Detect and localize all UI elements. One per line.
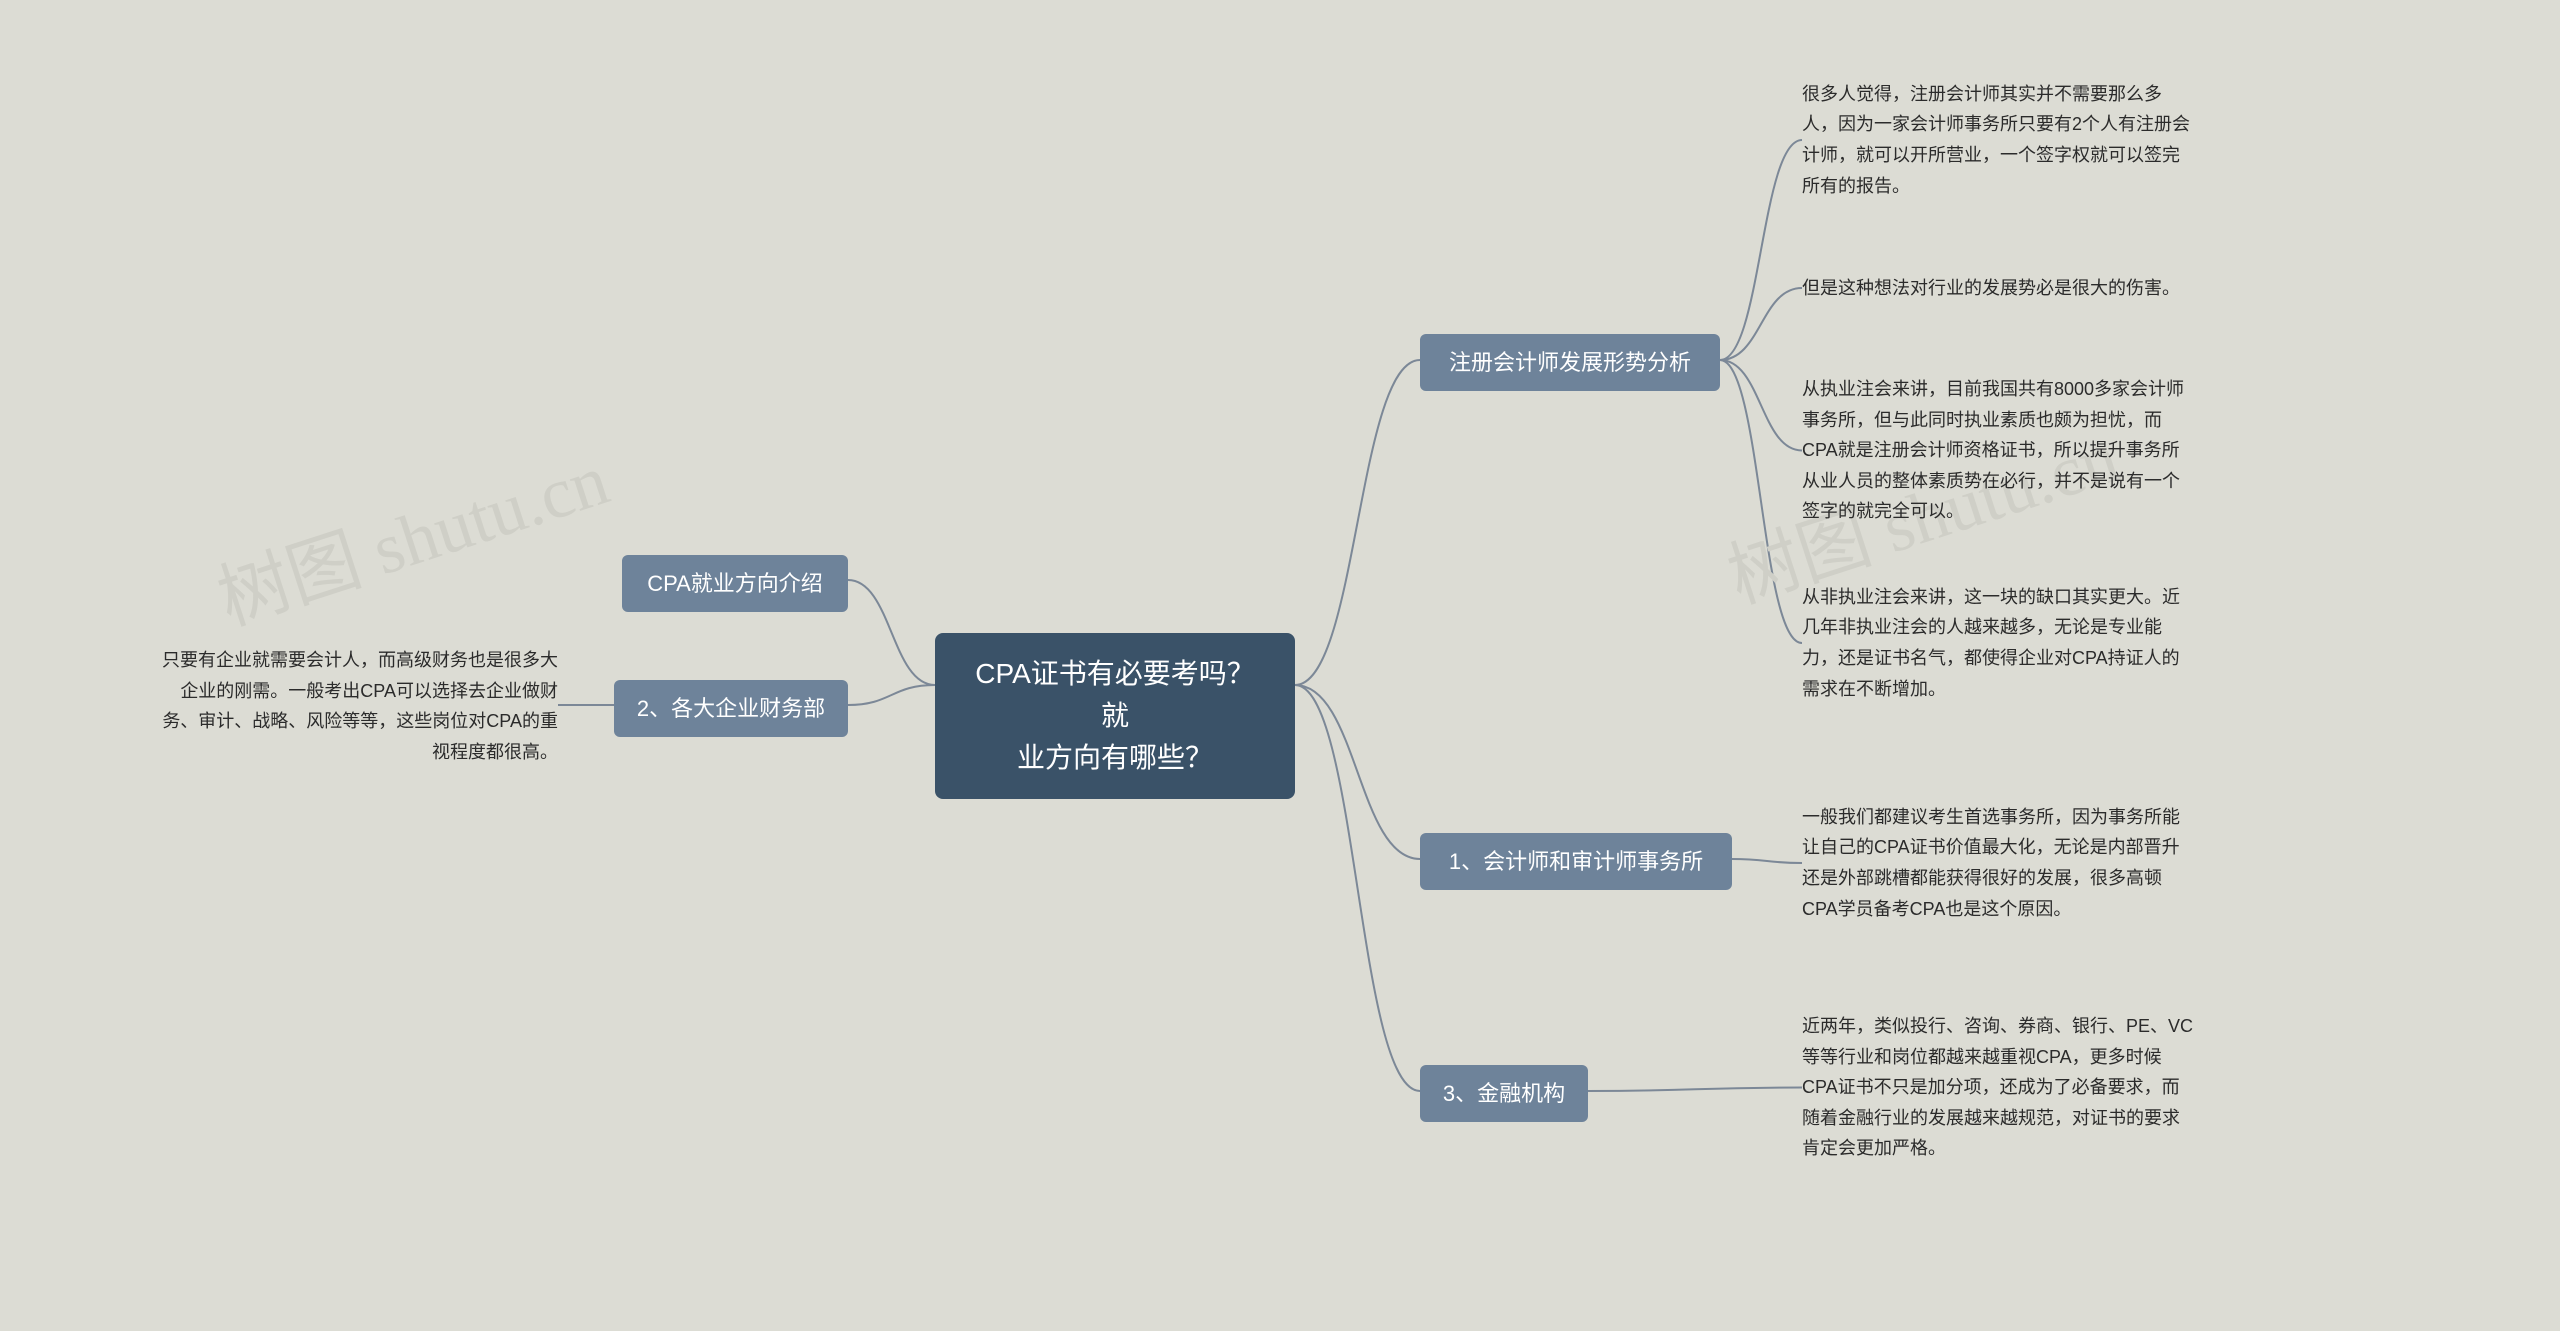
- root-node[interactable]: CPA证书有必要考吗？就 业方向有哪些？: [935, 633, 1295, 799]
- branch-lb0[interactable]: CPA就业方向介绍: [622, 555, 848, 612]
- connector: [1720, 140, 1802, 360]
- connector: [1720, 288, 1802, 360]
- leaf-lb1-0[interactable]: 只要有企业就需要会计人，而高级财务也是很多大企业的刚需。一般考出CPA可以选择去…: [160, 645, 558, 767]
- connector: [1732, 859, 1802, 863]
- connector: [848, 580, 935, 685]
- branch-lb1[interactable]: 2、各大企业财务部: [614, 680, 848, 737]
- connector: [1720, 360, 1802, 451]
- connector: [1295, 685, 1420, 1091]
- leaf-rb2-0[interactable]: 近两年，类似投行、咨询、券商、银行、PE、VC等等行业和岗位都越来越重视CPA，…: [1802, 1005, 2197, 1170]
- leaf-rb0-2[interactable]: 从执业注会来讲，目前我国共有8000多家会计师事务所，但与此同时执业素质也颇为担…: [1802, 368, 2197, 533]
- branch-rb0[interactable]: 注册会计师发展形势分析: [1420, 334, 1720, 391]
- mindmap-canvas: 树图 shutu.cn树图 shutu.cnCPA证书有必要考吗？就 业方向有哪…: [0, 0, 2560, 1331]
- connector: [1720, 360, 1802, 643]
- connector: [1295, 685, 1420, 859]
- leaf-rb0-1[interactable]: 但是这种想法对行业的发展势必是很大的伤害。: [1802, 258, 2197, 318]
- connector: [848, 685, 935, 705]
- leaf-rb0-0[interactable]: 很多人觉得，注册会计师其实并不需要那么多人，因为一家会计师事务所只要有2个人有注…: [1802, 75, 2197, 205]
- branch-rb1[interactable]: 1、会计师和审计师事务所: [1420, 833, 1732, 890]
- branch-rb2[interactable]: 3、金融机构: [1420, 1065, 1588, 1122]
- connector: [1588, 1088, 1802, 1092]
- connector: [1295, 360, 1420, 685]
- leaf-rb0-3[interactable]: 从非执业注会来讲，这一块的缺口其实更大。近几年非执业注会的人越来越多，无论是专业…: [1802, 578, 2197, 708]
- leaf-rb1-0[interactable]: 一般我们都建议考生首选事务所，因为事务所能让自己的CPA证书价值最大化，无论是内…: [1802, 798, 2197, 928]
